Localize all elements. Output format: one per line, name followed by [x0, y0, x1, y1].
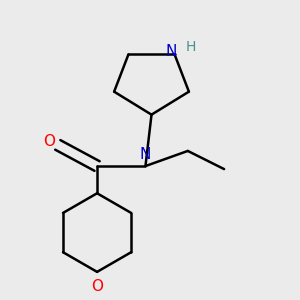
Text: N: N: [140, 146, 151, 161]
Text: N: N: [166, 44, 177, 59]
Text: H: H: [186, 40, 196, 54]
Text: O: O: [43, 134, 55, 149]
Text: O: O: [91, 279, 103, 294]
